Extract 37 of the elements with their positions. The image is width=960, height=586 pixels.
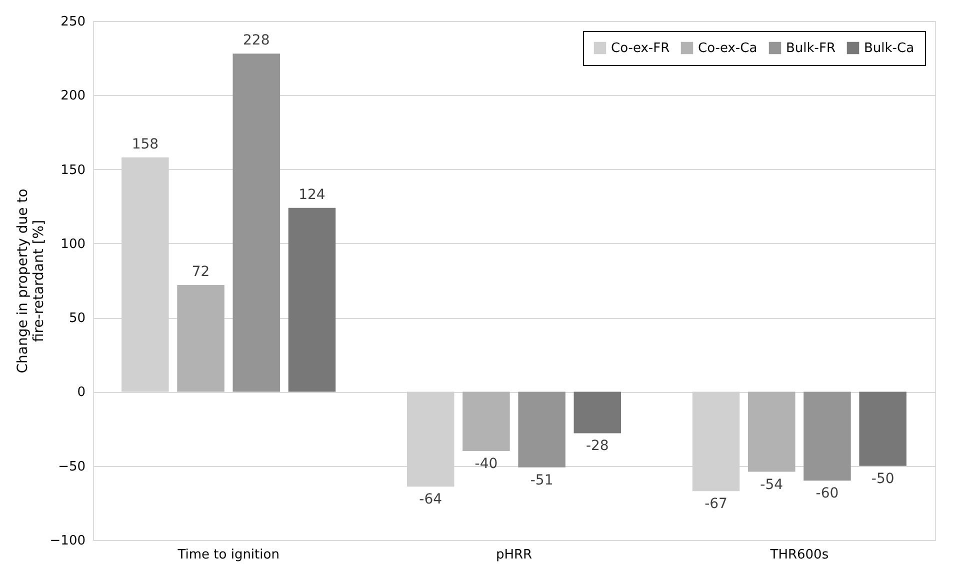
y-tick-label: 50 [68,311,86,326]
data-label: 72 [192,264,210,280]
y-tick-label: 100 [60,236,86,252]
data-label: -64 [419,492,442,508]
bar [574,392,622,434]
data-label: -40 [474,456,498,472]
bar [804,392,851,481]
data-label: -51 [530,472,554,488]
legend-label: Bulk-Ca [864,41,914,56]
x-tick-label: pHRR [496,548,532,562]
data-label: -28 [586,438,609,454]
x-tick-label: THR600s [769,548,829,562]
x-tick-label: Time to ignition [176,548,280,562]
bar [177,284,224,392]
bar [859,392,906,466]
y-tick-label: −50 [58,459,86,474]
y-axis-title: Change in property due to fire-retardant [%] [14,188,47,374]
data-label: -67 [704,496,728,512]
data-label: -50 [871,470,894,487]
bar [518,392,566,468]
y-tick-label: −100 [50,534,86,548]
bar [232,54,280,392]
data-label: 228 [243,32,270,49]
bar [462,392,510,452]
bar [748,392,796,472]
data-label: 158 [132,136,159,152]
legend-label: Bulk-FR [786,41,836,56]
y-tick-label: 0 [77,385,86,400]
data-label: -54 [760,476,784,493]
legend-label: Co-ex-Ca [698,41,758,56]
y-tick-label: 250 [60,14,86,30]
legend-label: Co-ex-FR [611,41,670,56]
bar [288,208,336,392]
data-label: 124 [298,186,326,203]
y-tick-label: 200 [60,88,86,104]
data-label: -60 [816,486,839,502]
y-tick-label: 150 [60,162,86,178]
